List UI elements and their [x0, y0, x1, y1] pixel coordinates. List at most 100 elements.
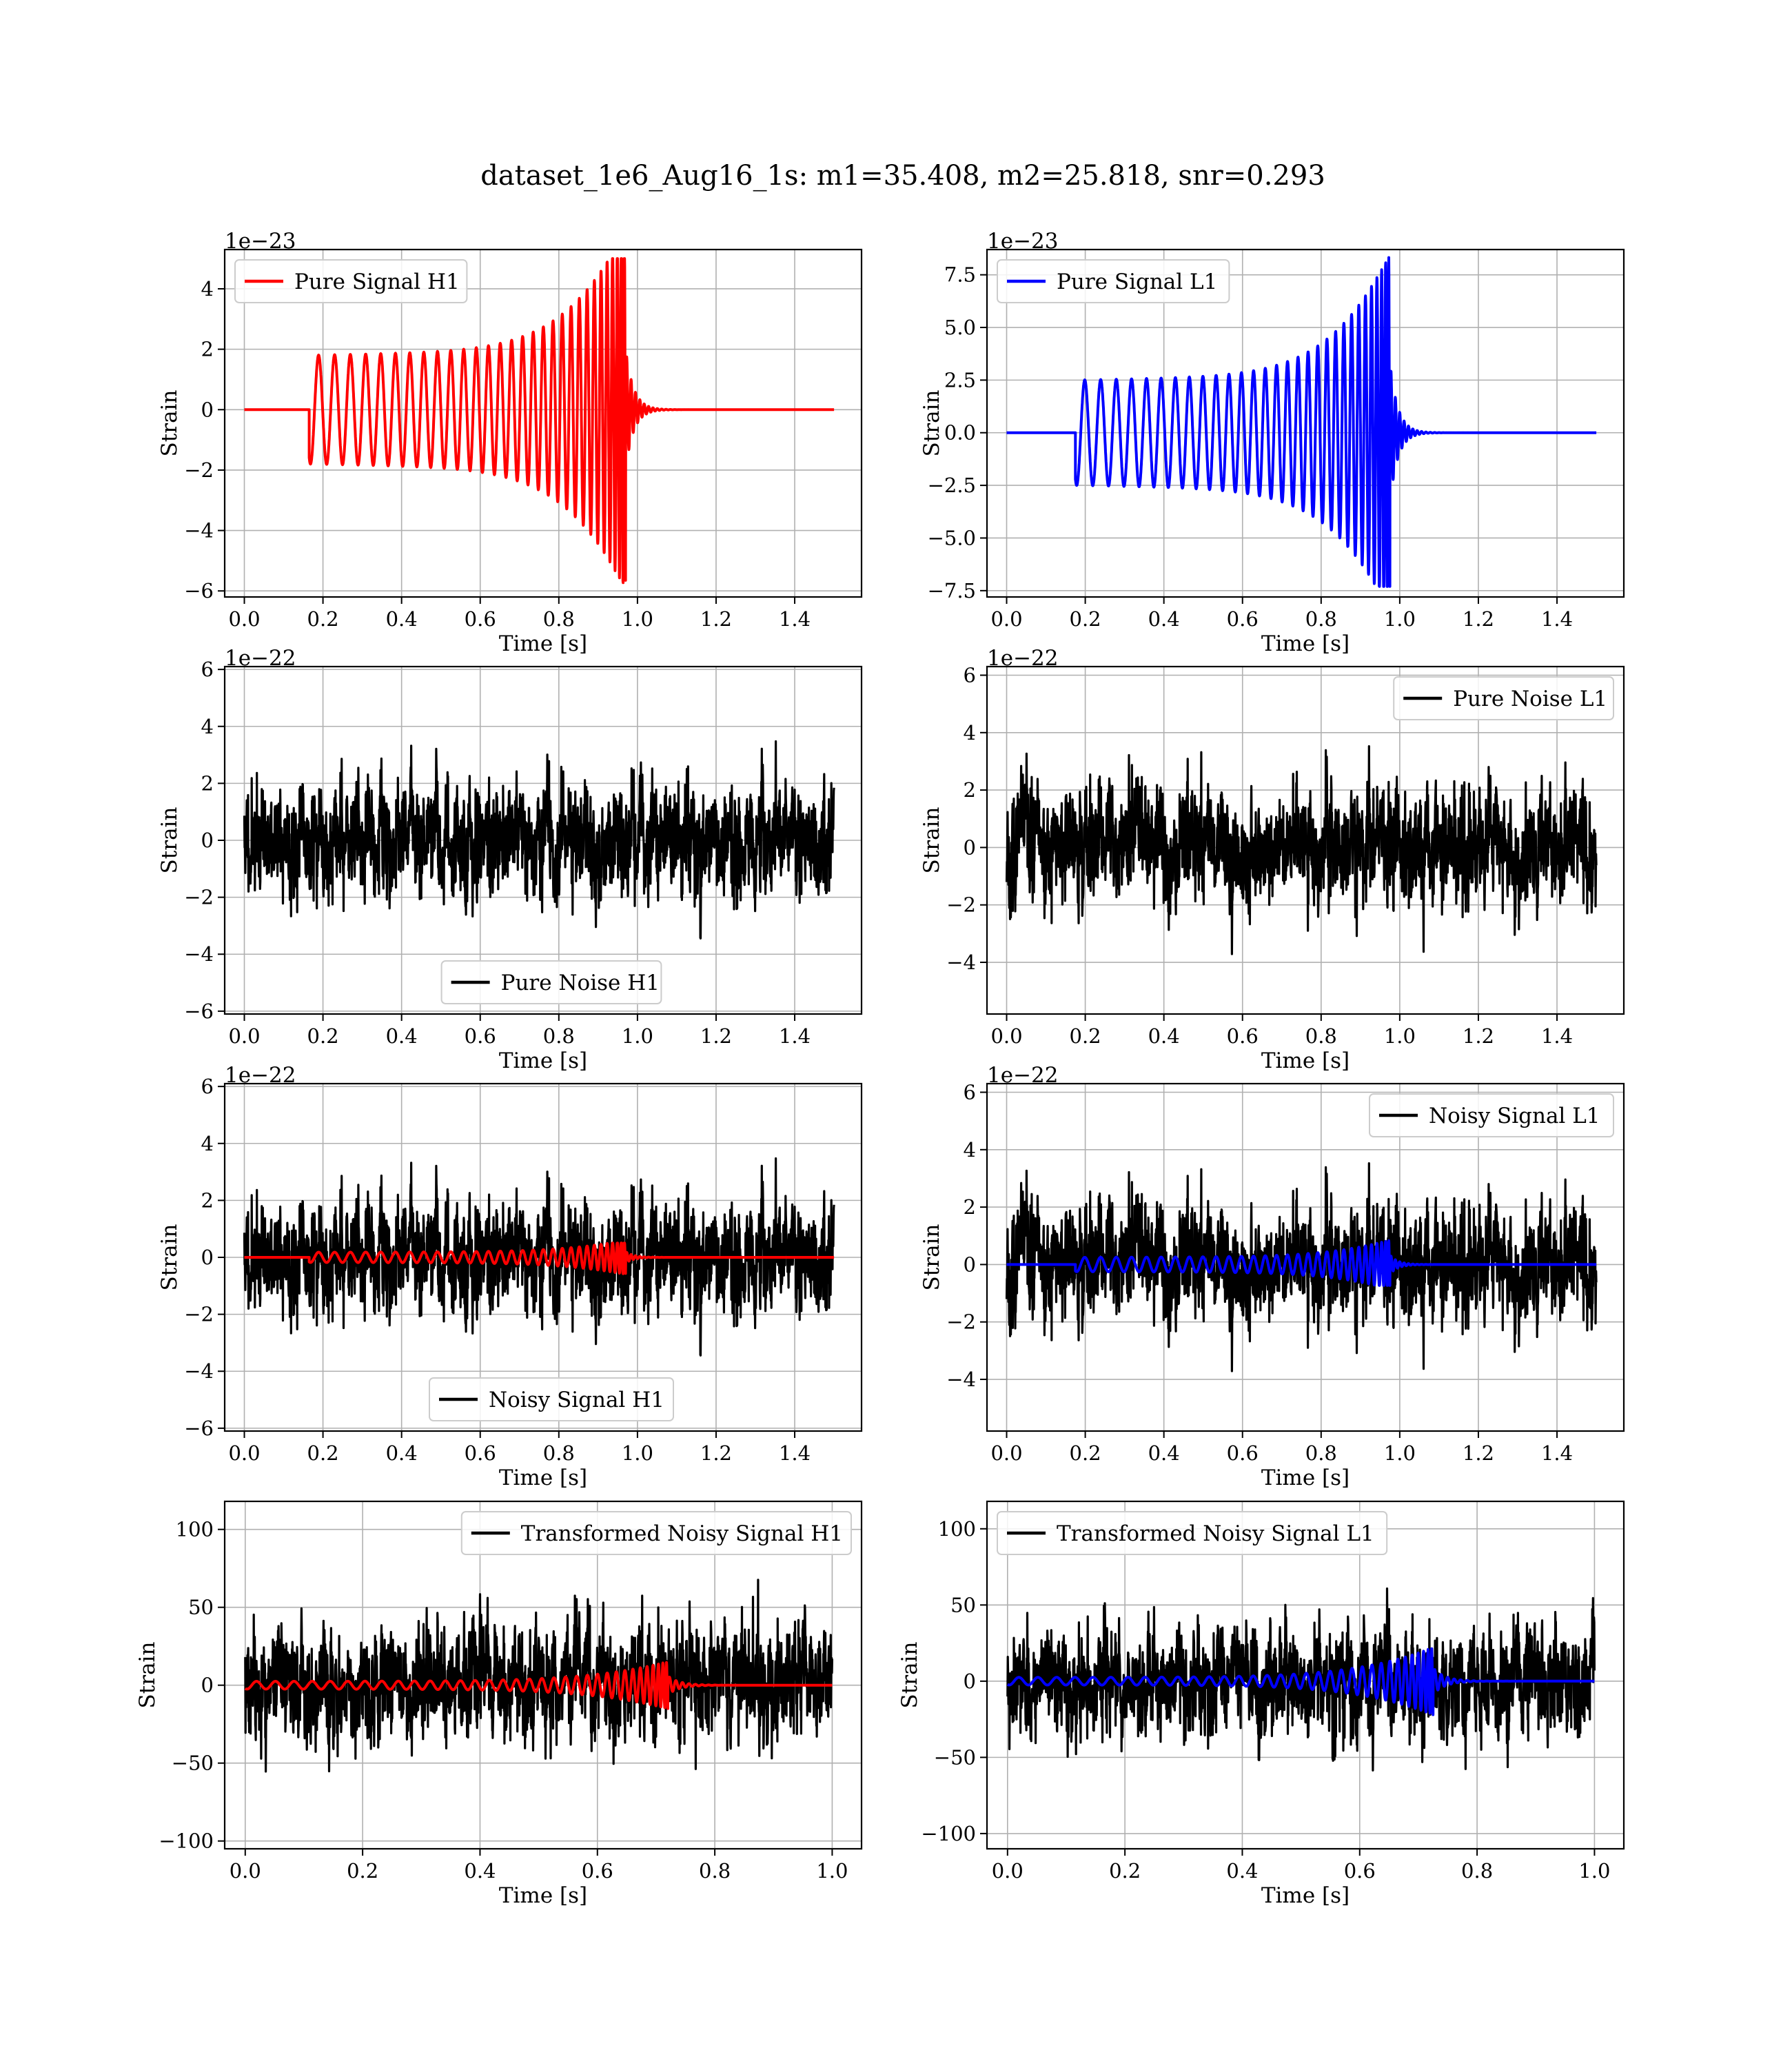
x-tick-label: 1.4 [1541, 1024, 1573, 1048]
y-tick-label: −2 [184, 886, 214, 909]
y-tick-label: 2 [964, 1195, 976, 1219]
y-axis-label: Strain [157, 807, 182, 874]
x-tick-label: 1.0 [1384, 607, 1416, 631]
series-line-pure-signal-h1 [244, 257, 835, 585]
legend: Transformed Noisy Signal L1 [997, 1511, 1388, 1555]
y-tick-label: −6 [184, 579, 214, 602]
y-tick-label: −7.5 [928, 579, 976, 602]
y-tick-label: 2 [201, 771, 214, 795]
x-tick-label: 0.0 [228, 1441, 260, 1465]
x-tick-label: 0.0 [990, 1024, 1022, 1048]
y-tick-label: −5.0 [928, 526, 976, 549]
x-tick-label: 1.2 [1463, 607, 1494, 631]
y-tick-label: −100 [921, 1822, 976, 1845]
chart-panel-pure-signal-l1: 0.0 0.2 0.4 0.6 0.8 1.0 1.2 1.4 −7.5 −5.0 −2.5 0.0 2… [919, 229, 1625, 656]
y-tick-label: −100 [159, 1829, 214, 1853]
x-tick-label: 0.6 [465, 1441, 496, 1465]
y-tick-label: 0 [964, 1670, 976, 1693]
series-line-noisy-signal-h1 [243, 1157, 835, 1357]
x-tick-label: 0.2 [1070, 1024, 1101, 1048]
y-tick-label: 100 [176, 1518, 214, 1541]
x-tick-label: 1.0 [622, 1441, 653, 1465]
plot-series-group [243, 1157, 835, 1357]
y-tick-label: 4 [964, 721, 976, 744]
y-tick-label: 0 [964, 1253, 976, 1276]
series-line-pure-noise-l1 [1005, 745, 1598, 955]
x-tick-label: 0.2 [1109, 1859, 1141, 1883]
x-tick-label: 0.0 [228, 607, 260, 631]
panels: 0.0 0.2 0.4 0.6 0.8 1.0 1.2 1.4 −6 −4 −2 0 2 4 Time [s… [135, 229, 1625, 1908]
x-tick-label: 0.4 [386, 1024, 418, 1048]
y-tick-label: 100 [938, 1517, 976, 1541]
legend-label: Transformed Noisy Signal H1 [521, 1521, 843, 1546]
y-tick-label: −4 [184, 1359, 214, 1383]
y-axis-label: Strain [919, 807, 944, 874]
y-tick-label: 2 [201, 1188, 214, 1212]
y-tick-label: 0.0 [944, 421, 976, 445]
x-tick-label: 1.4 [779, 1441, 811, 1465]
series-line-transformed-noisy-signal-h1 [244, 1579, 833, 1773]
y-tick-label: 2.5 [944, 368, 976, 392]
y-tick-label: 6 [964, 663, 976, 687]
plot-series-group [1006, 256, 1598, 588]
legend-label: Noisy Signal H1 [489, 1388, 664, 1412]
plot-series-group [244, 1579, 834, 1773]
y-tick-label: 0 [201, 398, 214, 421]
figure-title: dataset_1e6_Aug16_1s: m1=35.408, m2=25.8… [480, 160, 1325, 192]
x-tick-label: 1.0 [1384, 1024, 1416, 1048]
x-tick-label: 1.0 [816, 1859, 848, 1883]
plot-frame [223, 1500, 863, 1850]
y-tick-label: 0 [201, 1674, 214, 1697]
y-offset-label: 1e−22 [987, 646, 1059, 671]
y-tick-label: −6 [184, 1000, 214, 1023]
y-tick-label: 6 [201, 658, 214, 681]
x-tick-label: 0.8 [543, 1024, 575, 1048]
plot-series-group [244, 257, 835, 585]
x-tick-label: 0.2 [307, 1441, 339, 1465]
y-offset-label: 1e−23 [225, 229, 296, 254]
legend-box [234, 259, 468, 303]
x-tick-label: 0.4 [386, 607, 418, 631]
y-tick-label: 2 [201, 338, 214, 361]
series-line-transformed-noisy-signal-l1 [1006, 1587, 1596, 1772]
y-tick-label: 4 [201, 1132, 214, 1155]
y-axis-label: Strain [157, 1224, 182, 1291]
y-tick-label: 50 [188, 1596, 214, 1619]
plot-frame [223, 248, 863, 598]
x-tick-label: 0.6 [465, 1024, 496, 1048]
x-tick-label: 1.2 [1463, 1024, 1494, 1048]
x-tick-label: 1.0 [622, 1024, 653, 1048]
y-offset-label: 1e−22 [987, 1063, 1059, 1088]
x-tick-label: 0.2 [347, 1859, 378, 1883]
x-tick-label: 0.8 [543, 1441, 575, 1465]
y-tick-label: 0 [201, 1246, 214, 1269]
series-line-pure-signal-l1 [1006, 256, 1598, 588]
y-tick-label: 4 [964, 1138, 976, 1162]
x-tick-label: 0.0 [228, 1024, 260, 1048]
x-axis-label: Time [s] [499, 1883, 587, 1908]
y-tick-label: 50 [950, 1593, 976, 1616]
x-tick-label: 0.6 [582, 1859, 613, 1883]
y-tick-label: −50 [934, 1745, 976, 1769]
series-line-overlay-1 [244, 1241, 835, 1275]
plot-series-group [1006, 1587, 1596, 1772]
y-tick-label: 5.0 [944, 316, 976, 339]
x-tick-label: 0.0 [230, 1859, 261, 1883]
legend-box [440, 960, 662, 1004]
legend-label: Noisy Signal L1 [1429, 1104, 1600, 1128]
y-tick-label: 7.5 [944, 263, 976, 287]
x-axis-label: Time [s] [499, 1466, 587, 1490]
x-tick-label: 1.0 [622, 607, 653, 631]
x-tick-label: 0.2 [1070, 607, 1101, 631]
x-tick-label: 1.4 [779, 607, 811, 631]
x-axis-label: Time [s] [1261, 631, 1350, 656]
x-tick-label: 0.6 [1227, 607, 1259, 631]
y-offset-label: 1e−23 [987, 229, 1059, 254]
chart-panel-pure-noise-h1: 0.0 0.2 0.4 0.6 0.8 1.0 1.2 1.4 −6 −4 −2 0 2 4 6 Time [… [157, 646, 863, 1073]
x-tick-label: 0.8 [543, 607, 575, 631]
legend-label: Pure Signal L1 [1057, 270, 1217, 294]
plot-frame [986, 248, 1625, 598]
chart-panel-noisy-signal-l1: 0.0 0.2 0.4 0.6 0.8 1.0 1.2 1.4 −4 −2 0 2 4 6 Time [s]… [919, 1063, 1625, 1490]
y-tick-label: 4 [201, 277, 214, 301]
legend: Transformed Noisy Signal H1 [460, 1511, 852, 1555]
